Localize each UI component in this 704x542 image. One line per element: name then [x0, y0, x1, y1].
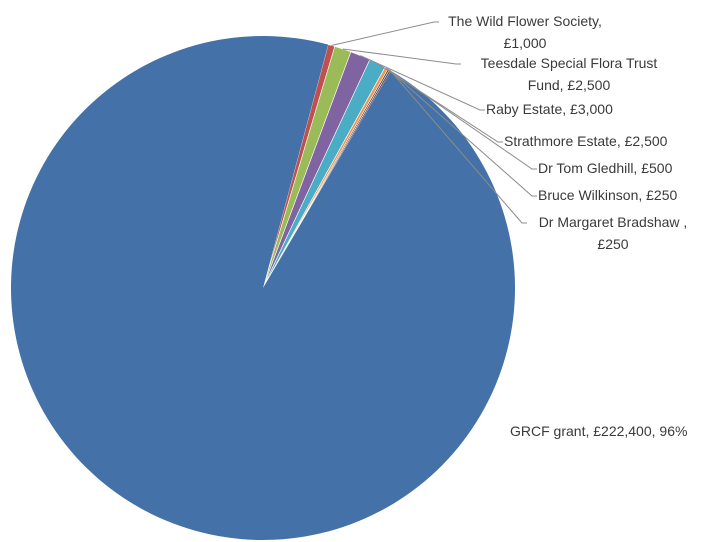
- label-dr-tom-gledhill: Dr Tom Gledhill, £500: [538, 160, 673, 176]
- pie-slice-grcf-grant: [11, 36, 516, 541]
- leader-line-raby-estate: [360, 55, 485, 111]
- leader-lines: [331, 21, 537, 224]
- leader-line-dr-margaret-bradshaw: [389, 70, 527, 224]
- leader-line-bruce-wilkinson: [388, 69, 537, 197]
- label-wild-flower-society: The Wild Flower Society, £1,000: [448, 13, 602, 51]
- label-grcf-grant: GRCF grant, £222,400, 96%: [510, 423, 688, 439]
- leader-line-the-wild-flower-society: [331, 21, 439, 46]
- label-bruce-wilkinson: Bruce Wilkinson, £250: [538, 187, 678, 203]
- label-dr-margaret-bradshaw: Dr Margaret Bradshaw , £250: [538, 214, 688, 252]
- label-strathmore-estate: Strathmore Estate, £2,500: [504, 133, 668, 149]
- label-teesdale: Teesdale Special Flora Trust Fund, £2,50…: [480, 55, 658, 93]
- leader-line-teesdale-special-flora-trust-fund: [342, 48, 461, 65]
- label-raby-estate: Raby Estate, £3,000: [486, 101, 613, 117]
- pie-slices: [11, 36, 516, 541]
- leader-line-dr-tom-gledhill: [386, 67, 537, 170]
